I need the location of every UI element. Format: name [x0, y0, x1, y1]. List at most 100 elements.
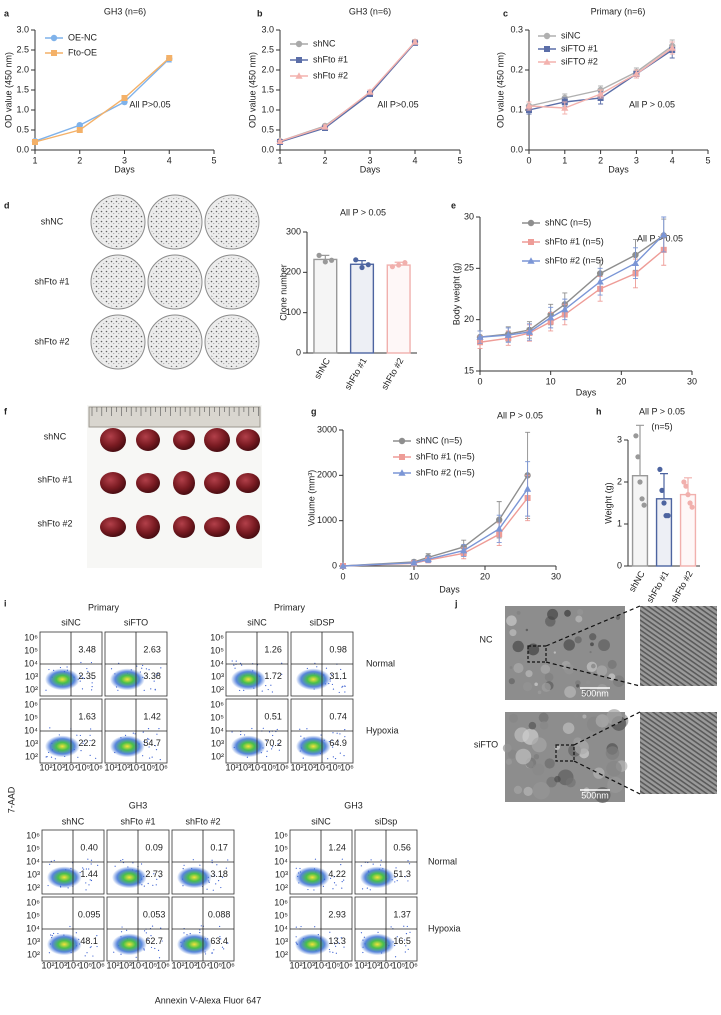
x-tick-label: 1	[277, 155, 282, 165]
tem-texture	[525, 628, 529, 632]
event-dot	[340, 937, 342, 939]
event-dot	[148, 669, 150, 671]
tem-texture	[582, 714, 587, 719]
event-dot	[266, 750, 268, 752]
flow-y-tick: 10⁶	[24, 632, 38, 642]
marker	[596, 277, 604, 285]
event-dot	[340, 668, 342, 671]
event-dot	[372, 863, 374, 865]
plate-colonies	[150, 257, 200, 307]
tem-texture	[596, 683, 608, 695]
data-point	[633, 433, 639, 439]
event-dot	[114, 865, 116, 867]
event-dot	[213, 949, 215, 951]
y-axis-label: Clone number	[278, 264, 288, 321]
data-point	[689, 504, 695, 510]
column-label: shFto #2	[185, 816, 220, 826]
zoom-line	[545, 661, 641, 687]
row-label: Normal	[428, 856, 457, 866]
marker	[76, 127, 83, 133]
tem-texture	[563, 639, 575, 651]
marker	[366, 88, 374, 95]
marker	[527, 257, 535, 264]
event-dot	[329, 931, 331, 933]
column-label: siNC	[311, 816, 331, 826]
event-cloud	[295, 668, 331, 691]
zoom-line	[573, 760, 641, 795]
panel-letter: a	[4, 8, 10, 18]
flow-x-tick: 10⁵	[392, 960, 406, 970]
event-dot	[206, 888, 208, 890]
flow-x-tick: 10⁵	[327, 960, 341, 970]
event-cloud	[111, 933, 147, 956]
tem-texture	[505, 758, 513, 765]
event-dot	[223, 948, 225, 950]
row-label: shNC	[44, 431, 67, 441]
event-cloud	[109, 735, 145, 758]
tem-texture	[593, 767, 605, 779]
flow-y-tick: 10³	[275, 869, 288, 879]
event-dot	[243, 734, 246, 736]
event-dot	[158, 728, 160, 730]
event-dot	[327, 758, 329, 760]
event-dot	[407, 948, 409, 950]
column-label: siFTO	[124, 617, 148, 627]
event-cloud	[230, 735, 266, 758]
ruler	[88, 406, 261, 428]
event-dot	[120, 859, 122, 862]
plate-colonies	[93, 257, 143, 307]
y-axis-label: OD value (450 nm)	[247, 52, 257, 128]
y-axis-label: Volume (mm³)	[306, 470, 316, 527]
tem-texture	[522, 681, 533, 692]
quadrant-value: 63.4	[210, 936, 228, 946]
event-dot	[325, 667, 328, 669]
series-line	[279, 41, 416, 142]
quadrant-value: 1.24	[328, 842, 346, 852]
tumor	[173, 471, 195, 495]
flow-x-tick: 10⁶	[91, 960, 105, 970]
event-dot	[142, 755, 144, 757]
tem-texture	[509, 666, 513, 669]
x-tick-label: 0	[340, 571, 345, 581]
flow-y-tick: 10⁵	[210, 645, 224, 655]
flow-x-tick: 10²	[225, 762, 238, 772]
marker	[631, 259, 640, 266]
event-dot	[132, 862, 134, 864]
y-tick-label: 0.0	[261, 144, 274, 154]
tumor	[100, 517, 126, 537]
tem-texture	[513, 663, 524, 674]
quadrant-value: 0.09	[145, 842, 163, 852]
event-dot	[227, 942, 229, 944]
flow-y-tick: 10³	[275, 936, 288, 946]
event-dot	[227, 859, 229, 861]
scale-label: 500nm	[581, 790, 609, 800]
y-tick-label: 0.1	[510, 104, 523, 114]
event-dot	[85, 868, 88, 870]
quadrant-value: 54.7	[143, 738, 161, 748]
plate-colonies	[93, 317, 143, 367]
column-label: shFto #1	[120, 816, 155, 826]
zoom-line	[573, 711, 641, 746]
event-dot	[344, 729, 346, 731]
x-axis-label: Days	[439, 584, 460, 594]
event-dot	[160, 927, 162, 929]
quadrant-value: 0.51	[264, 711, 282, 721]
event-dot	[341, 686, 343, 688]
event-dot	[79, 680, 81, 682]
event-dot	[153, 873, 155, 875]
flow-x-tick: 10⁵	[77, 762, 91, 772]
tem-texture	[605, 746, 620, 760]
event-dot	[142, 664, 144, 667]
flow-y-tick: 10⁶	[274, 897, 288, 907]
event-dot	[271, 691, 273, 693]
quadrant-value: 3.38	[143, 671, 161, 681]
tem-texture	[559, 761, 562, 764]
event-dot	[215, 883, 217, 885]
marker	[543, 32, 551, 40]
event-dot	[344, 685, 346, 687]
flow-y-tick: 10⁵	[26, 910, 40, 920]
quadrant-value: 1.26	[264, 644, 282, 654]
tem-texture	[553, 651, 557, 654]
